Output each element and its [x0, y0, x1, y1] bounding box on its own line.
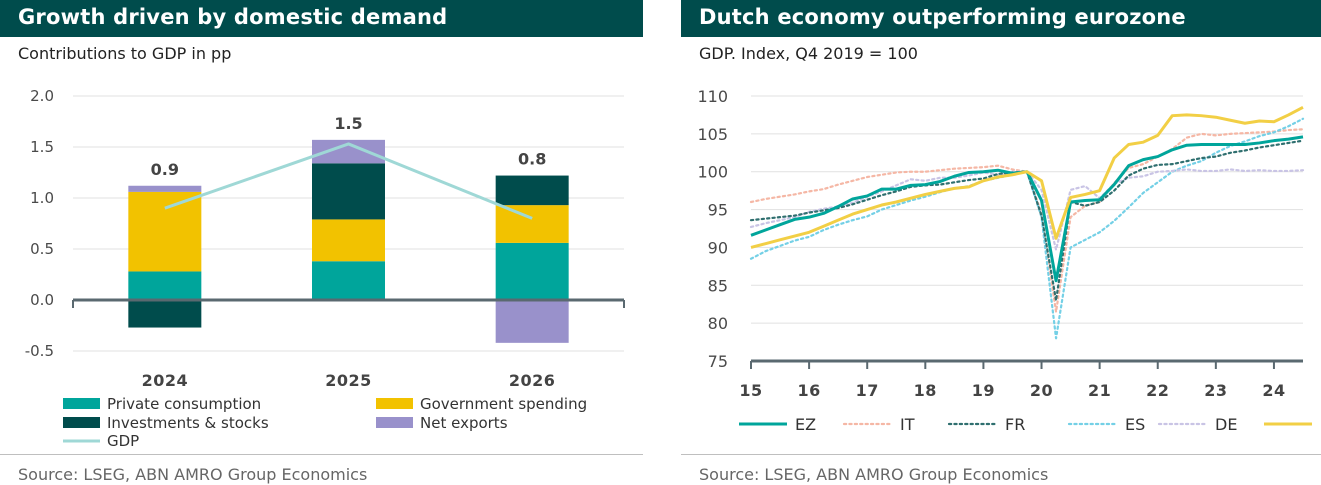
x-category-label: 2025 — [325, 371, 372, 390]
bar-segment — [312, 261, 385, 300]
legend-label: EZ — [795, 415, 816, 434]
bar-segment — [312, 163, 385, 220]
data-label: 0.9 — [151, 160, 179, 179]
data-label: 1.5 — [334, 114, 362, 133]
legend-label: DE — [1215, 415, 1237, 434]
y-tick-label: 1.5 — [30, 138, 54, 156]
y-tick-label: 100 — [697, 163, 728, 182]
right-chart-panel: Dutch economy outperforming eurozone GDP… — [681, 0, 1321, 485]
legend-label: Government spending — [420, 395, 587, 413]
bar-segment — [312, 139, 385, 164]
bar-segment — [495, 205, 569, 243]
bar-segment — [128, 185, 202, 192]
y-tick-label: 110 — [697, 87, 728, 106]
x-tick-label: 15 — [739, 381, 762, 400]
series-line-nl — [750, 106, 1304, 249]
x-category-label: 2024 — [142, 371, 189, 390]
x-tick-label: 16 — [797, 381, 820, 400]
y-tick-label: 2.0 — [30, 87, 54, 105]
bar-segment — [128, 271, 202, 300]
bar-segment — [312, 219, 385, 262]
legend-label: Net exports — [420, 414, 508, 432]
y-tick-label: 95 — [708, 201, 728, 220]
y-tick-label: 85 — [708, 276, 728, 295]
y-tick-label: -0.5 — [25, 342, 54, 360]
x-category-label: 2026 — [509, 371, 556, 390]
series-line-es — [749, 117, 1305, 340]
legend-swatch — [63, 417, 100, 428]
x-tick-label: 20 — [1030, 381, 1053, 400]
y-tick-label: 75 — [708, 352, 728, 371]
x-tick-label: 22 — [1146, 381, 1169, 400]
y-tick-label: 1.0 — [30, 189, 54, 207]
right-title-bar: Dutch economy outperforming eurozone — [681, 0, 1321, 37]
x-tick-label: 21 — [1088, 381, 1111, 400]
left-bar-chart: 2.0 1.5 1.0 0.5 0.0 -0.5 0.9 2024 1.5 2025 0.8 2026… — [25, 87, 625, 450]
bar-segment — [128, 300, 202, 328]
y-tick-label: 105 — [697, 125, 728, 144]
bar-segment — [495, 300, 569, 343]
legend-label: IT — [900, 415, 915, 434]
y-tick-label: 0.0 — [30, 291, 54, 309]
y-tick-label: 90 — [708, 238, 728, 257]
legend-swatch — [376, 398, 413, 409]
legend-swatch — [376, 417, 413, 428]
legend-swatch — [63, 398, 100, 409]
x-tick-label: 17 — [856, 381, 879, 400]
legend-label: Investments & stocks — [107, 414, 269, 432]
left-chart-title: Growth driven by domestic demand — [18, 5, 448, 29]
x-tick-label: 18 — [914, 381, 937, 400]
right-source-note: Source: LSEG, ABN AMRO Group Economics — [699, 465, 1049, 484]
data-label: 0.8 — [518, 150, 546, 169]
bar-segment — [128, 191, 202, 272]
legend-label: GDP — [107, 432, 139, 450]
y-tick-label: 0.5 — [30, 240, 54, 258]
gdp-line — [164, 142, 533, 220]
bar-segment — [495, 242, 569, 300]
right-chart-subtitle: GDP. Index, Q4 2019 = 100 — [699, 44, 918, 63]
left-source-note: Source: LSEG, ABN AMRO Group Economics — [18, 465, 368, 484]
right-line-chart: 110 105 100 95 90 85 80 75 15 16 17 18 19 20 21 22 23 24 E… — [697, 87, 1321, 434]
right-source-divider — [681, 454, 1321, 455]
legend-label: ES — [1125, 415, 1145, 434]
left-chart-subtitle: Contributions to GDP in pp — [18, 44, 232, 63]
x-tick-label: 23 — [1204, 381, 1227, 400]
legend-label: FR — [1005, 415, 1025, 434]
bar-segment — [495, 175, 569, 206]
right-chart-title: Dutch economy outperforming eurozone — [699, 5, 1186, 29]
left-chart-panel: Growth driven by domestic demand Contrib… — [0, 0, 643, 485]
left-title-bar: Growth driven by domestic demand — [0, 0, 643, 37]
x-tick-label: 19 — [972, 381, 995, 400]
series-line-ez — [750, 135, 1304, 283]
legend-label: Private consumption — [107, 395, 261, 413]
x-tick-label: 24 — [1262, 381, 1285, 400]
y-tick-label: 80 — [708, 314, 728, 333]
left-source-divider — [0, 454, 643, 455]
